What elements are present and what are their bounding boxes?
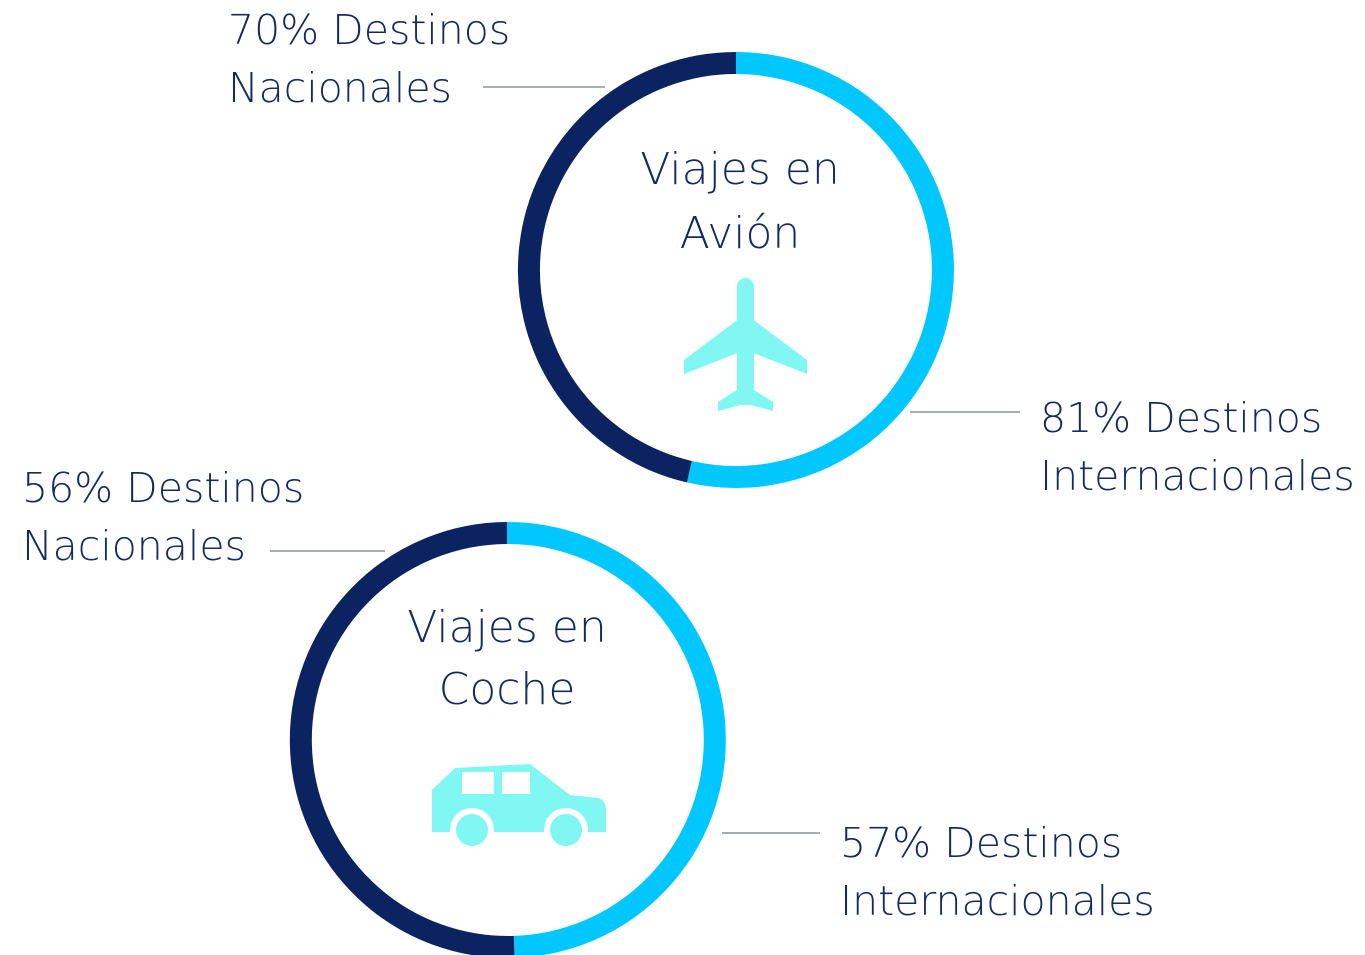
ring-title: Viajes en [640,144,839,195]
label: 57% Destinos [840,819,1122,867]
label: Internacionales [840,877,1155,925]
label: Nacionales [22,522,246,570]
ring-title: Coche [439,664,576,715]
ring-title: Viajes en [407,602,606,653]
ring-arc [686,52,954,488]
ring-title: Avión [680,208,801,259]
label: 70% Destinos [228,6,510,54]
label: 81% Destinos [1040,394,1322,442]
ring-arc [289,522,515,955]
label: Nacionales [228,64,452,112]
plane-icon [684,278,807,411]
ring-arc [506,521,726,955]
label: 56% Destinos [22,464,304,512]
ring-arc [518,52,737,483]
label: Internacionales [1040,452,1355,500]
car-icon [432,764,606,852]
